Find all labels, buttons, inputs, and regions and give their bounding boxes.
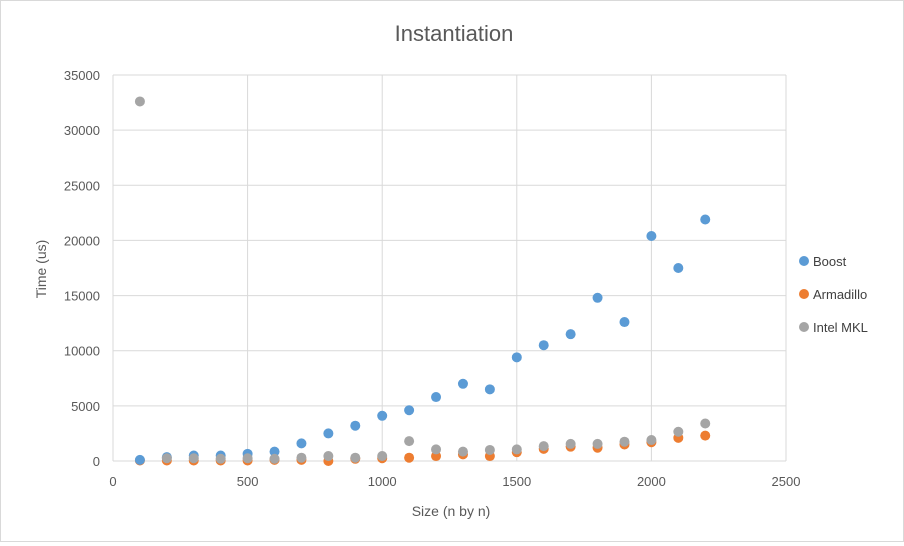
x-tick-label: 1500: [502, 474, 531, 489]
intel-mkl-point: [619, 436, 630, 447]
intel-mkl-point: [350, 452, 361, 463]
x-tick-label: 0: [109, 474, 116, 489]
boost-point: [350, 420, 361, 431]
y-tick-labels: 0 5000 10000 15000 20000 25000 30000 35000: [64, 68, 100, 469]
x-tick-label: 1000: [368, 474, 397, 489]
intel-mkl-point: [431, 444, 442, 455]
y-tick-label: 15000: [64, 289, 100, 304]
chart-title: Instantiation: [395, 21, 514, 46]
boost-point: [538, 340, 549, 351]
boost-point: [404, 405, 415, 416]
intel-mkl-point: [134, 96, 145, 107]
boost-point: [269, 446, 280, 457]
intel-mkl-point: [592, 438, 603, 449]
intel-mkl-point: [700, 418, 711, 429]
y-axis-label: Time (us): [33, 240, 49, 299]
gridlines: [112, 74, 787, 462]
x-axis-label: Size (n by n): [412, 503, 491, 519]
intel-mkl-point: [646, 435, 657, 446]
boost-point: [323, 428, 334, 439]
intel-mkl-point: [673, 426, 684, 437]
legend-label-intel-mkl: Intel MKL: [813, 320, 868, 335]
armadillo-point: [404, 452, 415, 463]
x-tick-labels: 0 500 1000 1500 2000 2500: [109, 474, 800, 489]
y-tick-label: 10000: [64, 344, 100, 359]
boost-point: [565, 329, 576, 340]
intel-mkl-point: [323, 451, 334, 462]
y-tick-label: 25000: [64, 178, 100, 193]
intel-mkl-point: [511, 444, 522, 455]
intel-mkl-point: [269, 453, 280, 464]
intel-mkl-point: [457, 446, 468, 457]
boost-point: [619, 317, 630, 328]
intel-mkl-point: [377, 451, 388, 462]
y-tick-label: 35000: [64, 68, 100, 83]
boost-point: [592, 292, 603, 303]
intel-mkl-point: [404, 436, 415, 447]
armadillo-point: [700, 430, 711, 441]
y-tick-label: 20000: [64, 233, 100, 248]
y-tick-label: 30000: [64, 123, 100, 138]
legend-marker-armadillo: [799, 289, 809, 299]
y-tick-label: 0: [93, 454, 100, 469]
boost-point: [431, 392, 442, 403]
boost-point: [700, 214, 711, 225]
x-tick-label: 500: [237, 474, 259, 489]
legend-marker-boost: [799, 256, 809, 266]
legend-marker-intel-mkl: [799, 322, 809, 332]
legend: Boost Armadillo Intel MKL: [799, 254, 868, 335]
intel-mkl-point: [296, 452, 307, 463]
intel-mkl-point: [484, 444, 495, 455]
intel-mkl-point: [565, 438, 576, 449]
legend-label-boost: Boost: [813, 254, 847, 269]
boost-point: [511, 352, 522, 363]
y-tick-label: 5000: [71, 399, 100, 414]
intel-mkl-point: [188, 453, 199, 464]
boost-point: [377, 410, 388, 421]
intel-mkl-point: [538, 441, 549, 452]
x-tick-label: 2500: [772, 474, 801, 489]
boost-point: [484, 384, 495, 395]
boost-point: [296, 438, 307, 449]
boost-point: [673, 263, 684, 273]
intel-mkl-point: [215, 453, 226, 464]
boost-point: [457, 378, 468, 389]
legend-label-armadillo: Armadillo: [813, 287, 867, 302]
boost-point: [134, 454, 145, 465]
intel-mkl-point: [161, 453, 172, 464]
intel-mkl-point: [242, 453, 253, 464]
boost-point: [646, 231, 657, 242]
x-tick-label: 2000: [637, 474, 666, 489]
data-points: [134, 96, 711, 466]
